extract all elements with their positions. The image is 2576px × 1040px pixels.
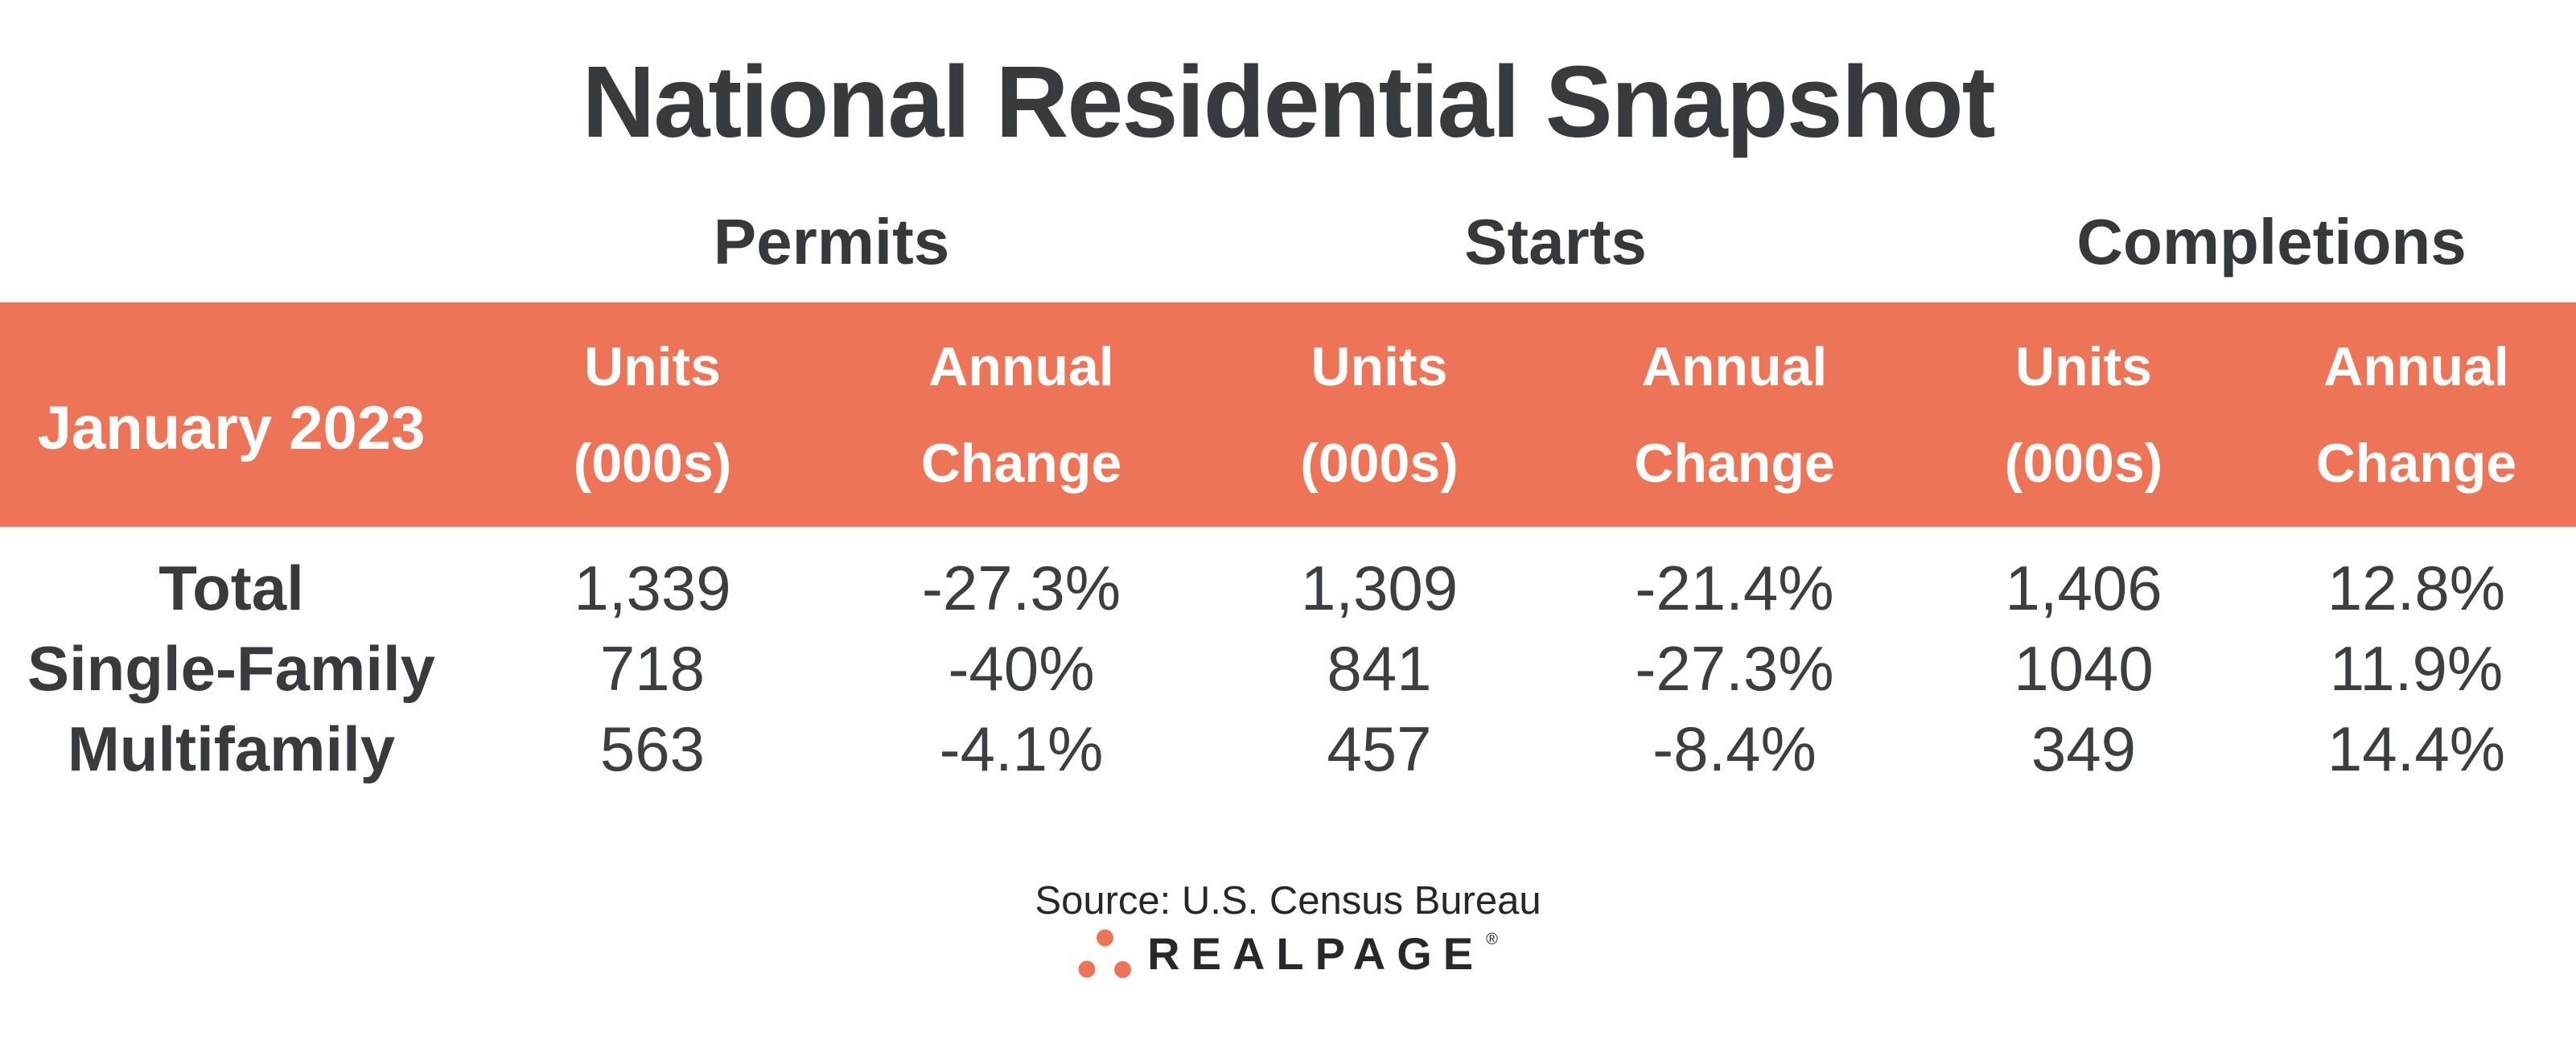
period-label: January 2023	[37, 394, 426, 462]
row-label: Total	[158, 552, 304, 623]
completions-change-value: 14.4%	[2327, 713, 2506, 784]
permits-units-header: Units (000s)	[463, 302, 842, 527]
change-header-line1: Annual	[1641, 335, 1828, 397]
table-row-single-family: Single-Family 718 -40% 841 -27.3% 1040 1…	[0, 628, 2576, 709]
group-header-permits: Permits	[713, 205, 950, 277]
group-header-completions: Completions	[2076, 205, 2467, 277]
group-header-starts: Starts	[1464, 205, 1647, 277]
row-label: Multifamily	[67, 713, 396, 784]
column-header-band: January 2023 Units (000s) Annual Change …	[0, 302, 2576, 527]
permits-change-value: -4.1%	[939, 713, 1104, 784]
starts-units-header: Units (000s)	[1200, 302, 1558, 527]
permits-change-value: -27.3%	[921, 552, 1121, 623]
permits-change-value: -40%	[948, 632, 1095, 704]
starts-change-value: -8.4%	[1652, 713, 1817, 784]
permits-units-value: 718	[599, 632, 706, 704]
realpage-logo: REALPAGE ®	[0, 927, 2576, 981]
table-row-total: Total 1,339 -27.3% 1,309 -21.4% 1,406 12…	[0, 548, 2576, 628]
units-header-line2: (000s)	[573, 432, 732, 494]
starts-units-value: 841	[1327, 632, 1432, 704]
page-title: National Residential Snapshot	[582, 45, 1995, 158]
units-header-line2: (000s)	[2004, 432, 2163, 494]
units-header-line1: Units	[2015, 335, 2152, 397]
permits-units-value: 1,339	[574, 552, 731, 623]
source-note: Source: U.S. Census Bureau	[1035, 879, 1541, 923]
realpage-dots-icon	[1078, 929, 1132, 978]
change-header-line1: Annual	[2323, 335, 2509, 397]
completions-units-value: 349	[2031, 713, 2137, 784]
completions-units-value: 1,406	[2005, 552, 2162, 623]
change-header-line1: Annual	[928, 335, 1114, 397]
realpage-wordmark: REALPAGE	[1147, 928, 1485, 979]
starts-change-value: -27.3%	[1635, 632, 1834, 704]
completions-units-value: 1040	[2014, 632, 2154, 704]
table-row-multifamily: Multifamily 563 -4.1% 457 -8.4% 349 14.4…	[0, 709, 2576, 789]
group-header-row: Permits Starts Completions	[0, 181, 2576, 302]
change-header-line2: Change	[2315, 432, 2517, 494]
change-header-line2: Change	[920, 432, 1122, 494]
completions-change-value: 11.9%	[2329, 632, 2504, 704]
registered-trademark-symbol: ®	[1486, 930, 1498, 948]
completions-change-header: Annual Change	[2257, 302, 2576, 527]
completions-units-header: Units (000s)	[1911, 302, 2257, 527]
row-label: Single-Family	[27, 632, 436, 704]
realpage-wordmark-wrap: REALPAGE ®	[1147, 931, 1498, 976]
units-header-line2: (000s)	[1300, 432, 1459, 494]
change-header-line2: Change	[1634, 432, 1835, 494]
starts-change-value: -21.4%	[1635, 552, 1834, 623]
completions-change-value: 12.8%	[2327, 552, 2506, 623]
starts-change-header: Annual Change	[1558, 302, 1911, 527]
units-header-line1: Units	[1311, 335, 1448, 397]
starts-units-value: 1,309	[1300, 552, 1459, 623]
group-header-spacer	[0, 181, 463, 302]
permits-units-value: 563	[599, 713, 706, 784]
starts-units-value: 457	[1327, 713, 1432, 784]
permits-change-header: Annual Change	[842, 302, 1200, 527]
units-header-line1: Units	[584, 335, 721, 397]
residential-table: Permits Starts Completions January 2023 …	[0, 181, 2576, 789]
